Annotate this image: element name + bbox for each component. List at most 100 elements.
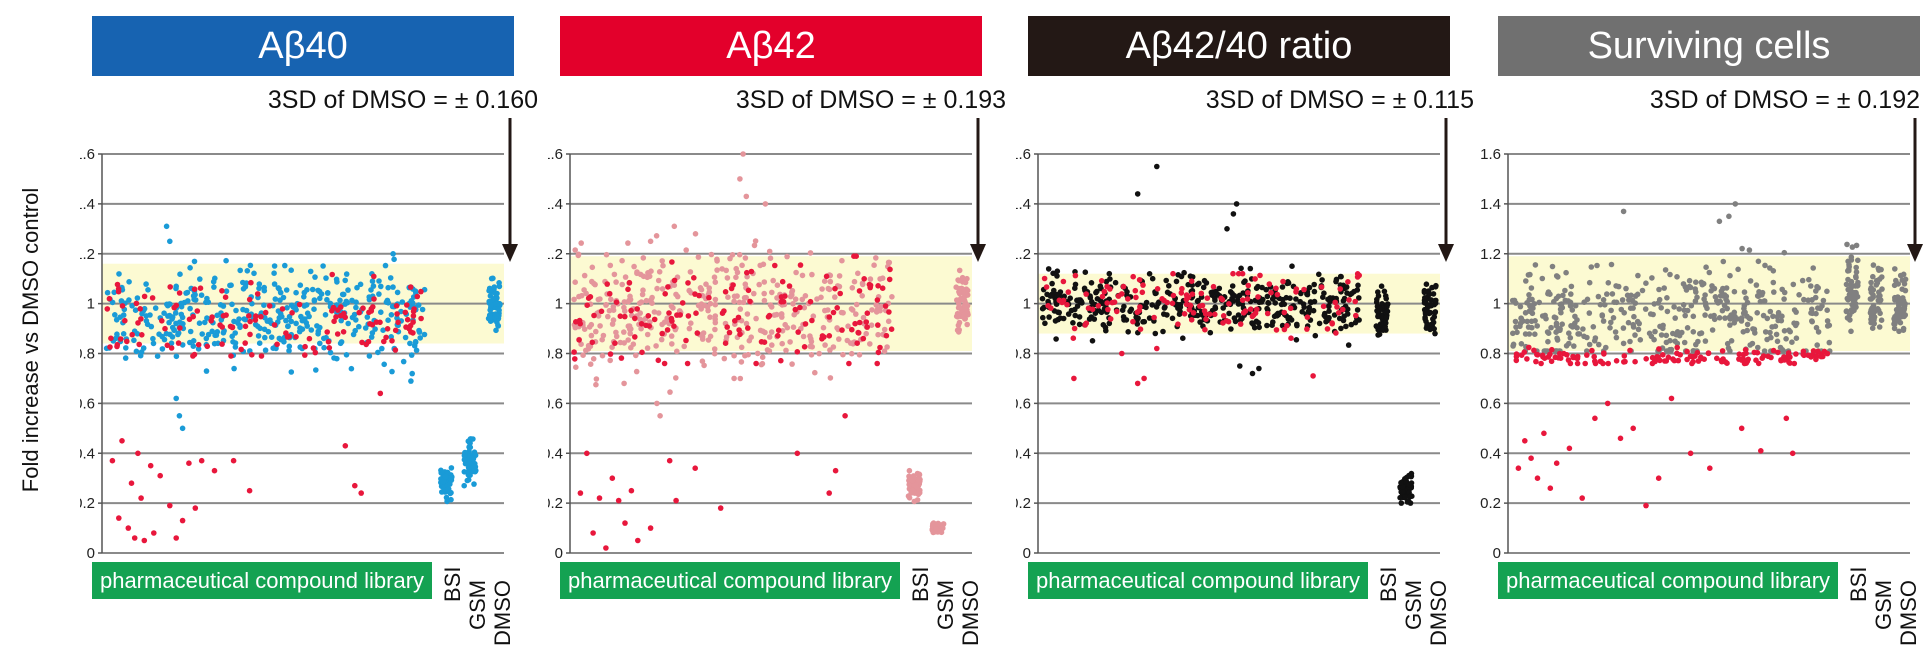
data-point (863, 319, 870, 325)
data-point (177, 325, 183, 331)
data-point (104, 306, 111, 312)
data-point (1620, 325, 1627, 331)
data-point (787, 339, 793, 345)
y-tick-label: 0.8 (548, 346, 563, 363)
data-point (1102, 324, 1109, 331)
data-point (784, 253, 790, 260)
data-point (1548, 358, 1555, 365)
data-point (196, 320, 203, 327)
data-point (686, 287, 692, 294)
data-point (1310, 373, 1316, 379)
data-point (383, 334, 389, 341)
y-tick-label: 0.4 (80, 445, 95, 462)
data-point (766, 334, 773, 340)
data-point (800, 333, 807, 340)
data-point (1164, 289, 1171, 296)
data-point (1674, 274, 1680, 280)
data-point (821, 334, 827, 340)
data-point (768, 329, 775, 335)
data-point (1770, 347, 1777, 354)
data-point (1808, 310, 1814, 316)
data-point (657, 413, 663, 419)
data-point (1563, 269, 1569, 276)
data-point (706, 294, 712, 301)
data-point (1432, 297, 1438, 304)
data-point (621, 299, 628, 305)
data-point (664, 327, 671, 333)
data-point (1589, 347, 1595, 354)
data-point (1682, 284, 1689, 290)
data-point (1094, 296, 1101, 302)
data-point (587, 361, 594, 368)
data-point (325, 339, 332, 345)
data-point (671, 223, 678, 230)
data-point (441, 488, 447, 495)
data-point (1526, 331, 1533, 337)
data-point (701, 362, 707, 369)
data-point (692, 291, 698, 297)
data-point (321, 344, 327, 351)
data-point (1820, 297, 1827, 304)
data-point (1054, 268, 1061, 275)
data-point (1283, 294, 1290, 301)
data-point (773, 311, 780, 318)
data-point (827, 278, 834, 285)
data-point (1151, 314, 1157, 321)
data-point (906, 467, 913, 474)
data-point (461, 469, 468, 475)
data-point (356, 323, 362, 330)
data-point (640, 255, 647, 261)
data-point (223, 257, 229, 264)
data-point (139, 332, 145, 338)
data-point (302, 316, 308, 322)
data-point (1801, 296, 1807, 303)
data-point (1382, 293, 1389, 299)
data-point (251, 270, 257, 277)
data-point (875, 331, 881, 338)
data-point (1708, 288, 1714, 294)
data-point (495, 322, 501, 329)
data-point (1531, 347, 1537, 354)
data-point (1656, 286, 1662, 293)
data-point (1719, 293, 1726, 299)
data-point (1725, 345, 1732, 351)
data-point (154, 353, 161, 360)
data-point (938, 529, 945, 536)
data-point (190, 343, 197, 350)
data-point (358, 490, 365, 496)
data-point (1528, 285, 1535, 291)
data-point (1545, 338, 1551, 345)
data-point (1809, 318, 1815, 325)
data-point (1557, 355, 1564, 362)
data-point (1555, 327, 1561, 334)
data-point (317, 340, 323, 347)
data-point (1551, 314, 1558, 321)
data-point (169, 314, 176, 320)
data-point (1523, 278, 1529, 284)
data-point (1076, 321, 1083, 328)
data-point (809, 317, 815, 324)
data-point (1251, 324, 1258, 331)
data-point (1344, 306, 1351, 313)
data-point (1723, 285, 1730, 291)
data-point (1343, 323, 1349, 330)
data-point (1896, 315, 1902, 321)
data-point (219, 288, 225, 294)
data-point (752, 238, 759, 244)
data-point (1817, 305, 1824, 312)
data-point (1378, 283, 1385, 290)
data-point (1742, 347, 1749, 353)
data-point (1154, 286, 1161, 292)
data-point (868, 322, 875, 329)
data-point (112, 312, 118, 318)
data-point (1178, 273, 1185, 280)
data-point (673, 497, 679, 504)
control-label-gsm: GSM (465, 579, 490, 630)
data-point (1896, 310, 1902, 316)
data-point (873, 255, 879, 261)
data-point (719, 310, 726, 317)
data-point (371, 296, 377, 302)
sd-threshold-label: 3SD of DMSO = ± 0.160 (267, 86, 538, 114)
data-point (860, 335, 867, 342)
compound-library-label: pharmaceutical compound library (1498, 562, 1838, 599)
